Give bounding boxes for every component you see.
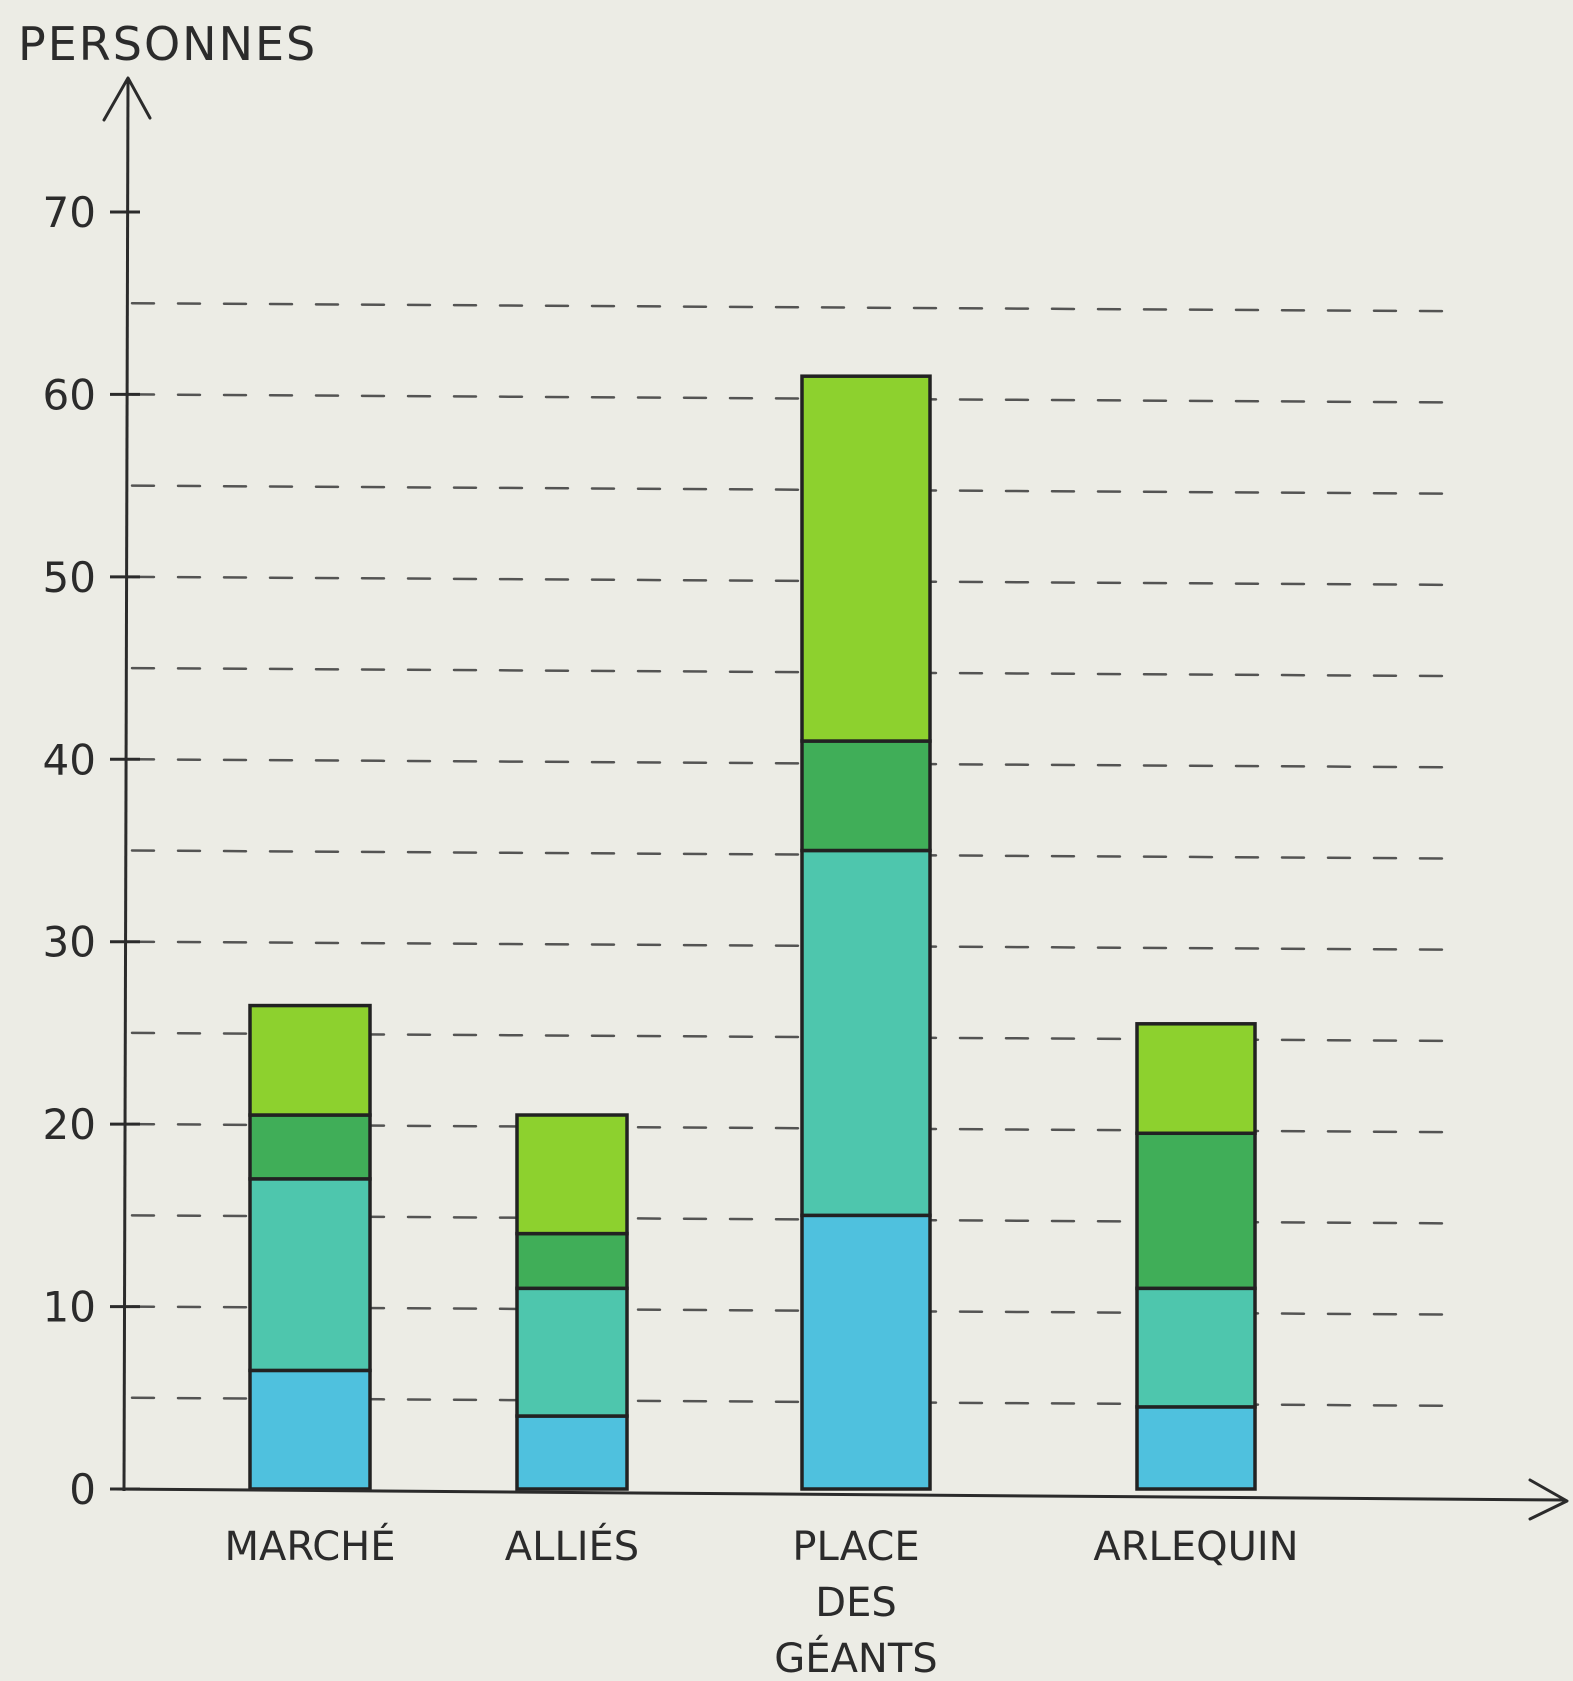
x-axis-arrowhead <box>1528 1478 1569 1521</box>
x-tick-labels: MARCHÉ ALLIÉS PLACE DES GÉANTS ARLEQUIN <box>225 1522 1299 1681</box>
gridline <box>130 849 1450 860</box>
y-axis-label: PERSONNES <box>18 17 317 71</box>
bar-segment <box>1135 1022 1257 1136</box>
y-ticks: 0 10 20 30 40 50 60 70 <box>43 188 140 1514</box>
x-tick-label: GÉANTS <box>774 1634 937 1681</box>
bar-segment <box>248 1003 372 1117</box>
y-tick-label: 40 <box>43 735 96 784</box>
bars <box>248 374 1257 1491</box>
y-axis-arrowhead <box>102 76 152 122</box>
x-tick-label: DES <box>815 1580 896 1626</box>
x-tick-label: PLACE <box>792 1524 919 1570</box>
x-tick-label: ALLIÉS <box>505 1522 639 1570</box>
gridline <box>130 1305 1450 1316</box>
bar-segment <box>515 1286 629 1418</box>
bar-segment <box>800 1213 932 1491</box>
bar-segment <box>515 1231 629 1291</box>
bar-segment <box>1135 1405 1257 1491</box>
gridline <box>130 1031 1450 1043</box>
bar-segment <box>248 1113 372 1181</box>
y-axis-line <box>122 79 130 1492</box>
bar-segment <box>248 1368 372 1491</box>
y-tick-label: 20 <box>43 1100 96 1149</box>
gridlines <box>130 301 1450 1408</box>
bar-segment <box>515 1113 629 1236</box>
x-tick-label: ARLEQUIN <box>1093 1524 1298 1570</box>
gridline <box>130 940 1450 951</box>
y-tick-label: 30 <box>43 918 96 967</box>
bar-segment <box>800 848 932 1218</box>
y-tick-label: 70 <box>43 188 96 237</box>
bar-segment <box>800 374 932 743</box>
bar-segment <box>1135 1286 1257 1409</box>
x-axis-line <box>114 1487 1566 1502</box>
axes: PERSONNES <box>18 17 1569 1521</box>
gridline <box>130 1396 1450 1408</box>
gridline <box>130 666 1450 678</box>
y-tick-label: 50 <box>43 553 96 602</box>
y-tick-label: 60 <box>43 370 96 419</box>
gridline <box>130 301 1450 313</box>
bar-segment <box>800 739 932 853</box>
bar-segment <box>248 1177 372 1373</box>
gridline <box>130 1214 1450 1225</box>
gridline <box>130 575 1450 587</box>
x-tick-label: MARCHÉ <box>225 1522 396 1570</box>
bar-segment <box>1135 1131 1257 1291</box>
gridline <box>130 758 1450 769</box>
y-tick-label: 10 <box>43 1283 96 1332</box>
gridline <box>130 484 1450 495</box>
gridline <box>130 393 1450 404</box>
gridline <box>130 1122 1450 1134</box>
bar-segment <box>515 1414 629 1491</box>
y-tick-label: 0 <box>69 1465 96 1514</box>
